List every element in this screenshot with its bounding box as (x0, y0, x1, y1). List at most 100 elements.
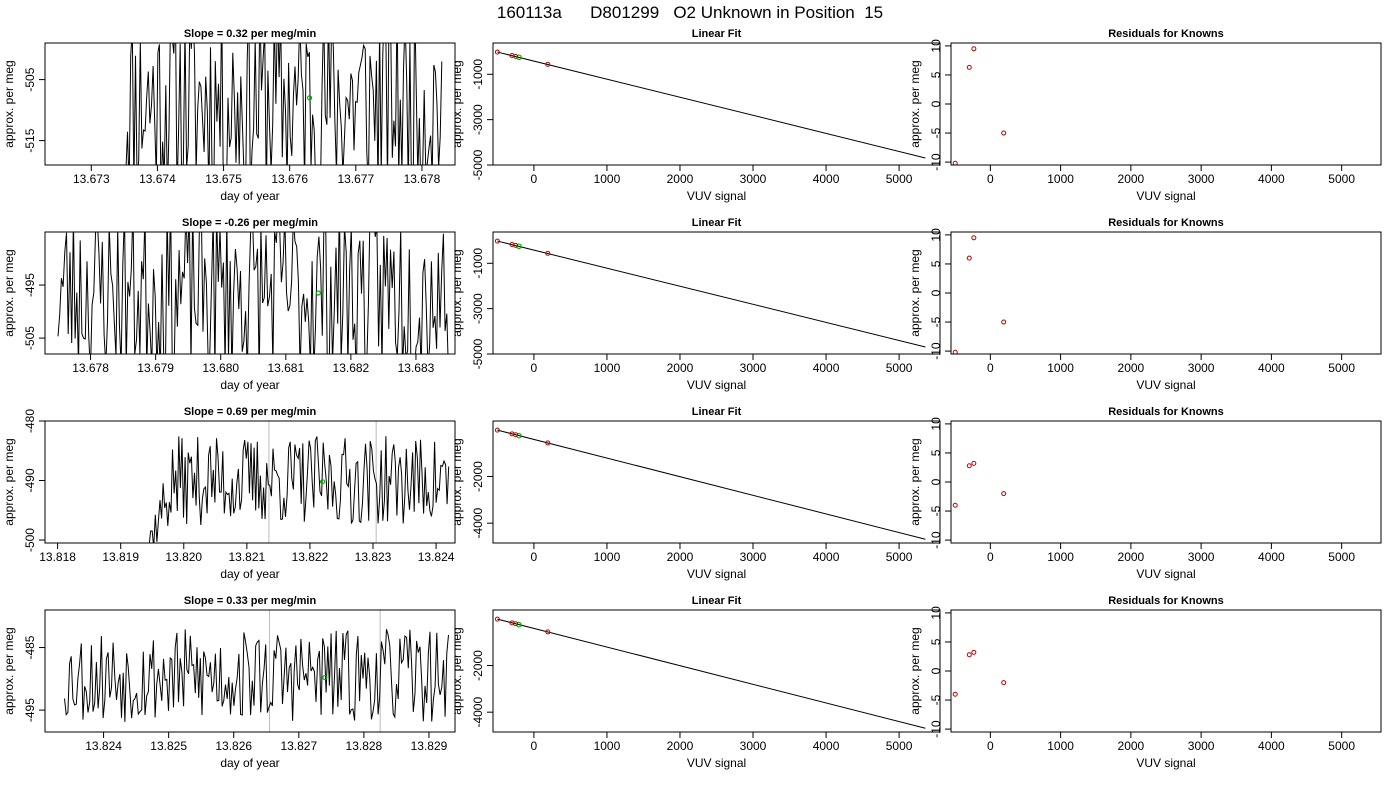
x-tick-label: 13.678 (72, 361, 109, 375)
chart-panel-5: Linear Fit VUV signal approx. per meg 0 1000… (450, 217, 941, 392)
x-axis-label: VUV signal (1136, 378, 1195, 392)
known-point (513, 621, 519, 627)
unknown-point (315, 290, 321, 296)
x-tick-label: 1000 (594, 361, 621, 375)
x-tick-label: 0 (531, 739, 538, 753)
panel-title: Residuals for Knowns (1108, 595, 1224, 607)
panel-title: Linear Fit (692, 406, 742, 418)
x-tick-label: 13.825 (150, 739, 187, 753)
plot-area (494, 49, 926, 159)
x-tick-label: 13.681 (267, 361, 304, 375)
x-tick-label: 0 (531, 172, 538, 186)
x-tick-label: 13.673 (73, 172, 110, 186)
y-tick-label: -4000 (471, 508, 485, 539)
unknown-point (516, 243, 522, 250)
panel-title: Residuals for Knowns (1108, 217, 1224, 229)
known-point (1001, 319, 1007, 325)
panel-title: Slope = 0.32 per meg/min (184, 28, 317, 40)
x-axis-label: VUV signal (687, 189, 746, 203)
unknown-point (516, 54, 522, 61)
y-axis-label: approx. per meg (2, 438, 16, 525)
x-tick-label: 5000 (886, 739, 913, 753)
y-axis-label: approx. per meg (2, 627, 16, 714)
x-tick-label: 3000 (1188, 739, 1215, 753)
y-tick-label: -490 (23, 468, 37, 492)
chart-panel-10: Slope = 0.33 per meg/min day of year appro… (2, 595, 456, 770)
y-tick-label: 0 (929, 289, 943, 296)
x-tick-label: 5000 (1328, 172, 1355, 186)
x-tick-label: 13.820 (165, 550, 202, 564)
y-tick-label: -2000 (471, 461, 485, 492)
known-point (966, 652, 972, 658)
x-tick-label: 4000 (813, 172, 840, 186)
x-tick-label: 13.824 (85, 739, 122, 753)
known-point (966, 64, 972, 70)
plot-frame (492, 420, 941, 544)
chart-panel-7: Slope = 0.69 per meg/min day of year appro… (2, 406, 456, 581)
y-tick-label: -10 (929, 720, 943, 738)
y-tick-label: -495 (23, 698, 37, 722)
y-tick-label: -485 (23, 635, 37, 659)
plot-area (494, 616, 926, 729)
y-tick-label: -4000 (471, 697, 485, 728)
y-tick-label: 5 (929, 638, 943, 645)
fit-line (497, 240, 926, 348)
x-tick-label: 3000 (740, 172, 767, 186)
plot-frame (492, 42, 941, 166)
y-tick-label: 0 (929, 667, 943, 674)
known-point (494, 427, 500, 433)
plot-area (952, 235, 1007, 354)
fit-line (497, 429, 926, 540)
x-axis-label: day of year (220, 756, 279, 770)
unknown-point (516, 432, 522, 439)
y-axis-label: approx. per meg (2, 60, 16, 147)
chart-panel-1: Slope = 0.32 per meg/min day of year appro… (2, 28, 456, 203)
chart-panel-6: Residuals for Knowns VUV signal approx. pe… (908, 217, 1382, 392)
known-point (966, 255, 972, 261)
x-tick-label: 4000 (813, 361, 840, 375)
y-axis-label: approx. per meg (908, 627, 922, 714)
y-axis-label: approx. per meg (908, 60, 922, 147)
chart-panel-3: Residuals for Knowns VUV signal approx. pe… (908, 28, 1382, 203)
y-tick-label: -3000 (471, 104, 485, 135)
signal-line (148, 436, 450, 543)
x-tick-label: 5000 (886, 550, 913, 564)
x-tick-label: 2000 (667, 172, 694, 186)
x-tick-label: 13.828 (346, 739, 383, 753)
known-point (952, 160, 958, 165)
x-tick-label: 4000 (1258, 739, 1285, 753)
x-axis-label: VUV signal (687, 567, 746, 581)
x-tick-label: 5000 (1328, 550, 1355, 564)
y-tick-label: -1000 (471, 59, 485, 90)
x-tick-label: 2000 (667, 361, 694, 375)
plot-area (125, 43, 443, 165)
panel-title: Linear Fit (692, 28, 742, 40)
x-tick-label: 4000 (1258, 361, 1285, 375)
y-tick-label: -3000 (471, 293, 485, 324)
y-tick-label: 5 (929, 260, 943, 267)
plot-frame (44, 231, 456, 355)
x-tick-label: 3000 (1188, 550, 1215, 564)
known-point (545, 440, 551, 446)
chart-panel-8: Linear Fit VUV signal approx. per meg 0 1000… (450, 406, 941, 581)
x-tick-label: 13.675 (205, 172, 242, 186)
y-tick-label: -505 (23, 67, 37, 91)
plot-area (952, 460, 1007, 508)
x-axis-label: VUV signal (1136, 189, 1195, 203)
y-tick-label: -10 (929, 531, 943, 549)
plot-area (148, 421, 450, 543)
y-axis-label: approx. per meg (908, 249, 922, 336)
panel-title: Slope = 0.69 per meg/min (184, 406, 317, 418)
plot-area (952, 649, 1007, 697)
unknown-point (322, 674, 328, 681)
y-axis-label: approx. per meg (908, 438, 922, 525)
known-point (1001, 130, 1007, 136)
panel-title: Slope = 0.33 per meg/min (184, 595, 317, 607)
known-point (545, 250, 551, 256)
x-tick-label: 13.678 (404, 172, 441, 186)
plot-area (952, 46, 1007, 165)
y-tick-label: 0 (929, 100, 943, 107)
fit-line (497, 618, 926, 729)
y-tick-label: -2000 (471, 650, 485, 681)
x-tick-label: 2000 (1118, 550, 1145, 564)
